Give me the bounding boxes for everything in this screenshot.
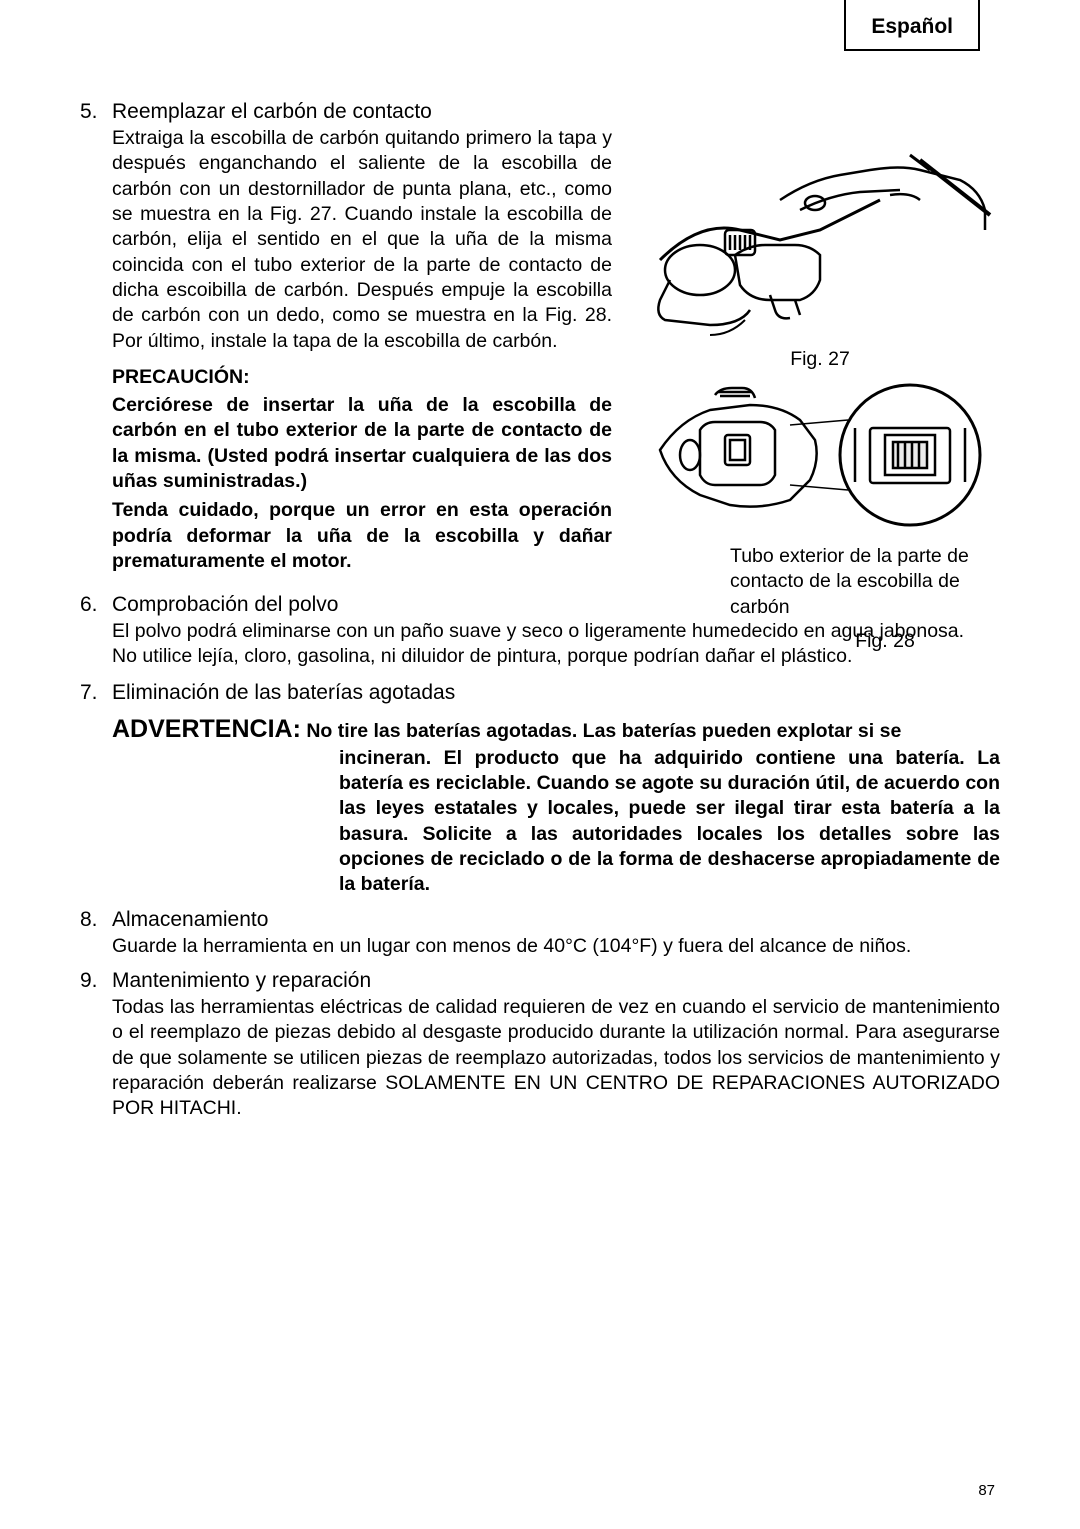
list-item-9: 9. Mantenimiento y reparación Todas las … xyxy=(80,969,1000,1122)
item-number: 9. xyxy=(80,969,112,1122)
item-text: Guarde la herramienta en un lugar con me… xyxy=(112,934,1000,959)
list-item-7: 7. Eliminación de las baterías agotadas … xyxy=(80,681,1000,898)
caution-text-1: Cerciórese de insertar la uña de la esco… xyxy=(112,393,612,494)
item-number: 5. xyxy=(80,100,112,575)
item-title: Eliminación de las baterías agotadas xyxy=(112,681,1000,705)
warning-continuation: incineran. El producto que ha adquirido … xyxy=(339,746,1000,898)
fig27-caption: Fig. 27 xyxy=(630,348,1010,371)
drill-illustration-icon xyxy=(640,100,1000,340)
item-text: Todas las herramientas eléctricas de cal… xyxy=(112,995,1000,1122)
fig28-label: Tubo exterior de la parte de contacto de… xyxy=(730,544,1010,620)
brush-detail-icon xyxy=(640,380,1000,540)
page-number: 87 xyxy=(978,1482,995,1499)
item-title: Almacenamiento xyxy=(112,908,1000,932)
item-number: 6. xyxy=(80,593,112,670)
warning-label: ADVERTENCIA: xyxy=(112,715,301,743)
list-item-8: 8. Almacenamiento Guarde la herramienta … xyxy=(80,908,1000,959)
figure-28: Tubo exterior de la parte de contacto de… xyxy=(630,380,1010,653)
caution-text-2: Tenda cuidado, porque un error en esta o… xyxy=(112,498,612,574)
fig28-caption: Fig. 28 xyxy=(760,630,1010,653)
item-text: Extraiga la escobilla de carbón quitando… xyxy=(112,126,612,354)
figure-27: Fig. 27 xyxy=(630,100,1010,371)
item-number: 7. xyxy=(80,681,112,898)
warning-first-line: No tire las baterías agotadas. Las bater… xyxy=(306,720,901,742)
language-badge: Español xyxy=(844,0,980,51)
item-title: Mantenimiento y reparación xyxy=(112,969,1000,993)
item-number: 8. xyxy=(80,908,112,959)
